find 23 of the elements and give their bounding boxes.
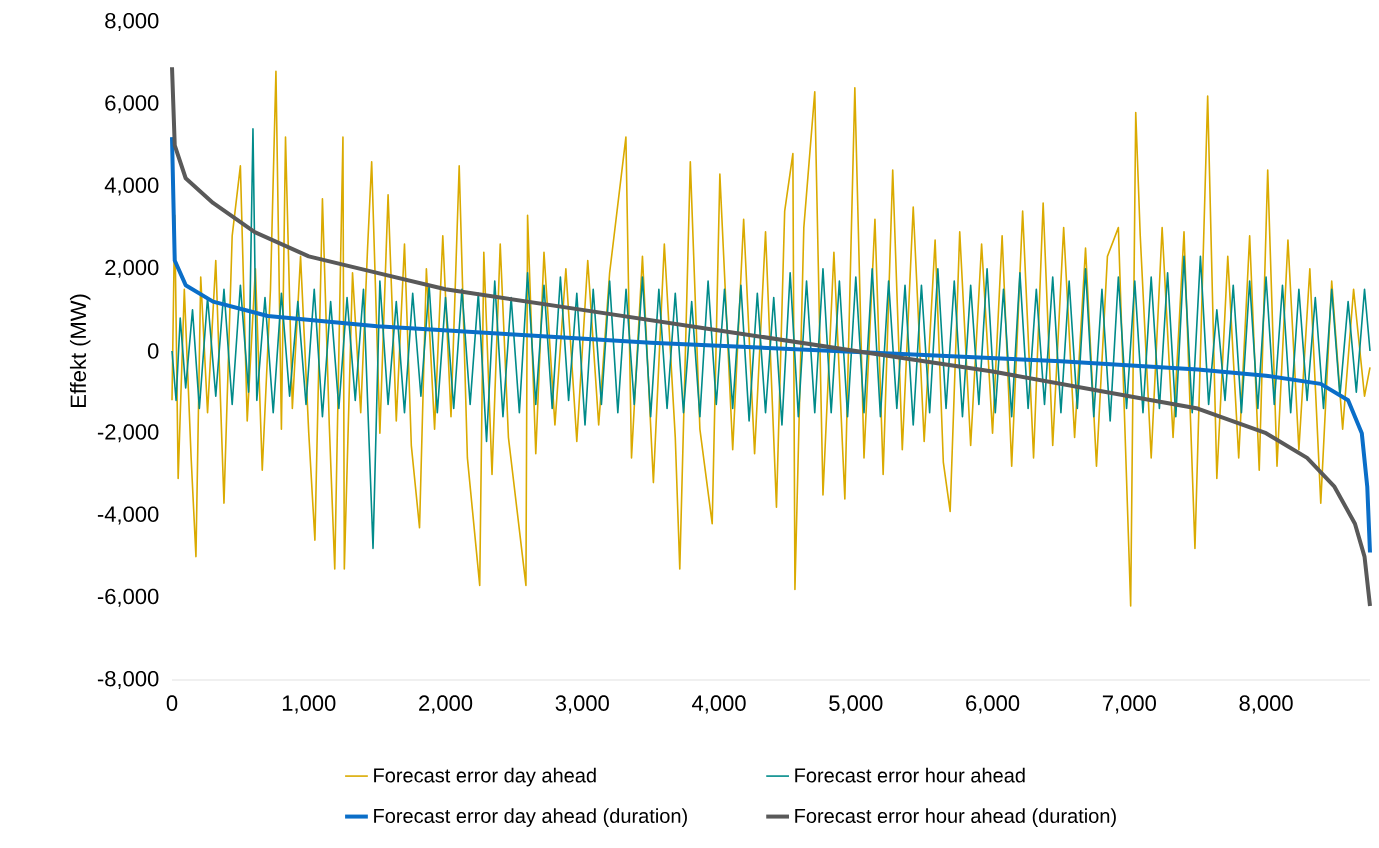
y-tick-label: 6,000 (105, 95, 159, 114)
x-tick-label: 3,000 (555, 695, 609, 714)
x-tick-label: 6,000 (966, 695, 1020, 714)
x-tick-label: 2,000 (419, 695, 473, 714)
x-tick-label: 8,000 (1239, 695, 1293, 714)
x-tick-label: 1,000 (282, 695, 336, 714)
y-tick-label: 8,000 (105, 12, 159, 32)
x-tick-label: 4,000 (692, 695, 746, 714)
y-axis-title: Effekt (MW) (69, 294, 91, 408)
x-tick-label: 0 (166, 695, 178, 711)
y-tick-label: -4,000 (97, 506, 159, 525)
x-tick-label: 5,000 (829, 695, 883, 714)
y-tick-label: 4,000 (104, 177, 159, 196)
y-tick-label: -6,000 (97, 588, 159, 607)
y-tick-label: 2,000 (105, 259, 159, 278)
y-tick-label: -2,000 (97, 424, 159, 443)
y-tick-label: 0 (147, 343, 159, 359)
legend-label: Forecast error day ahead (duration) (374, 808, 687, 827)
legend-label: Forecast error hour ahead (795, 767, 1025, 783)
y-tick-label: -8,000 (97, 670, 159, 690)
legend-label: Forecast error hour ahead (duration) (795, 808, 1116, 827)
legend-label: Forecast error day ahead (374, 767, 596, 787)
x-tick-label: 7,000 (1102, 695, 1156, 714)
